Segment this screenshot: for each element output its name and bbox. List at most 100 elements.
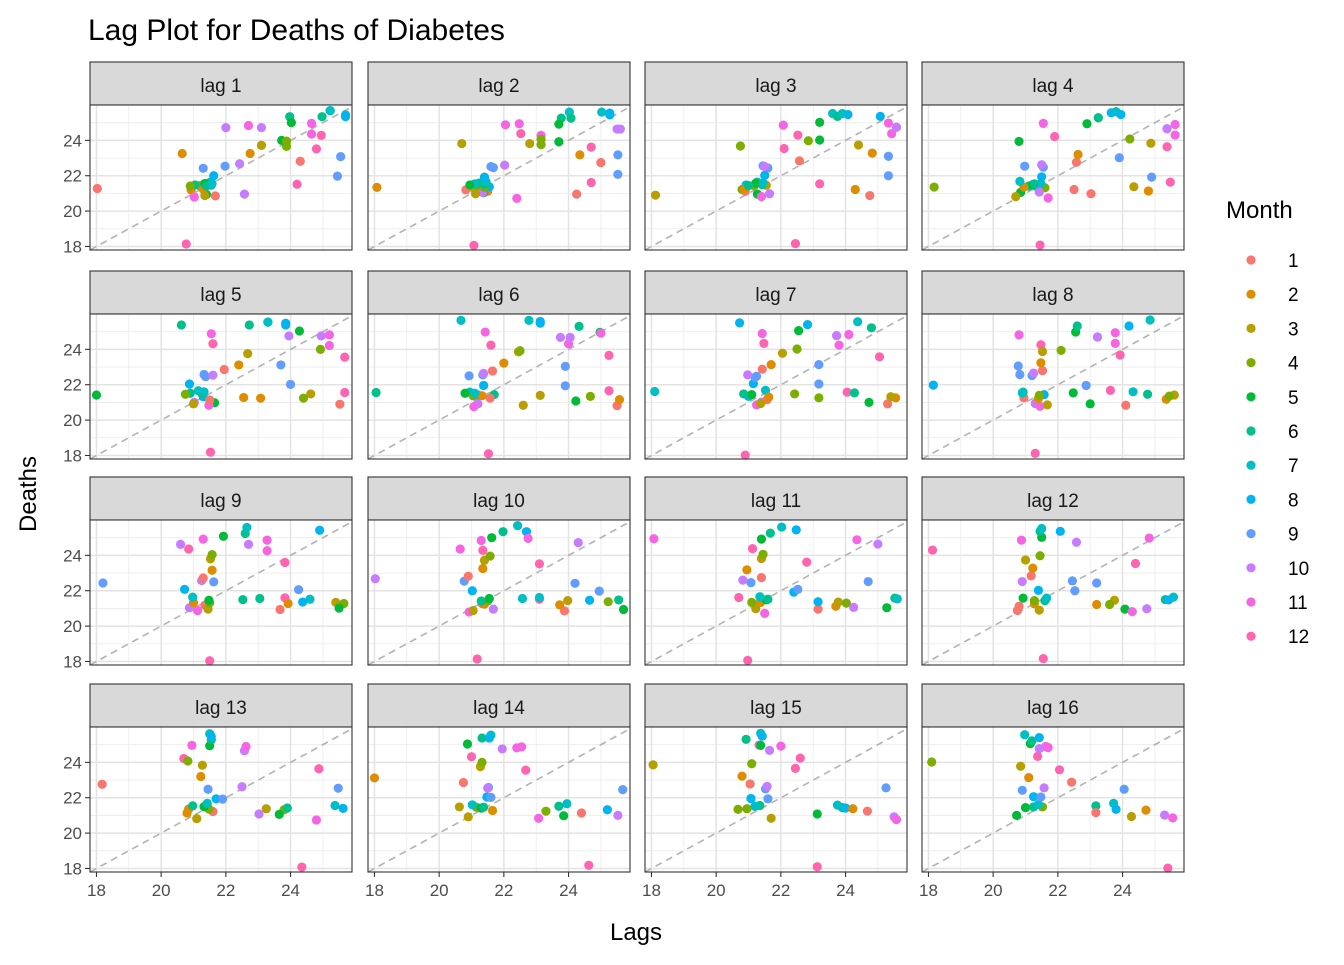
data-point	[315, 344, 326, 354]
reference-diagonal-line	[921, 315, 1185, 460]
x-tick-label: 18	[365, 881, 384, 900]
data-point	[791, 525, 801, 535]
panel-border	[89, 313, 353, 460]
data-point	[1162, 142, 1172, 152]
data-point	[1034, 390, 1044, 400]
x-tick-label: 18	[919, 881, 938, 900]
data-point	[757, 364, 767, 374]
data-point	[815, 135, 825, 145]
facet-panel: lag 9 18 20 22 24	[63, 476, 353, 671]
data-point	[1164, 391, 1175, 401]
data-point	[1037, 160, 1047, 170]
x-tick-label: 18	[87, 881, 106, 900]
x-tick-label: 22	[494, 881, 513, 900]
panel-border	[89, 104, 353, 251]
data-point	[256, 393, 266, 403]
data-point	[206, 329, 216, 339]
legend-item: 2	[1246, 285, 1299, 306]
data-point	[572, 189, 582, 199]
reference-diagonal-line	[644, 521, 908, 666]
data-point	[1028, 792, 1039, 802]
x-tick-label: 24	[559, 881, 578, 900]
data-point	[335, 399, 345, 409]
data-point	[734, 592, 744, 603]
y-tick-label: 24	[63, 546, 82, 565]
data-point	[1037, 365, 1048, 376]
data-point	[555, 600, 565, 610]
data-point	[1092, 599, 1102, 610]
data-point	[487, 533, 497, 543]
data-point	[555, 332, 566, 342]
data-point	[735, 318, 745, 328]
data-point	[742, 804, 752, 814]
data-point	[487, 805, 498, 816]
data-point	[1041, 593, 1052, 603]
legend-item-label: 2	[1288, 285, 1299, 306]
data-point	[605, 110, 615, 120]
data-point	[927, 757, 937, 767]
data-point	[1028, 368, 1039, 378]
reference-diagonal-line	[921, 728, 1185, 873]
y-tick-label: 20	[63, 202, 82, 221]
data-point	[586, 177, 596, 188]
data-point	[1115, 350, 1125, 360]
facet-strip	[367, 683, 631, 728]
data-point	[1073, 149, 1083, 160]
data-point	[612, 124, 622, 134]
data-point	[762, 781, 772, 792]
data-point	[1016, 535, 1027, 545]
facet-panel: lag 14 18 20 22 24	[365, 683, 631, 900]
panel-border	[644, 726, 908, 873]
data-point	[262, 535, 272, 545]
y-tick-label: 20	[63, 617, 82, 636]
facet-strip	[921, 476, 1185, 521]
facet-strip	[921, 61, 1185, 106]
data-point	[766, 359, 776, 370]
reference-diagonal-line	[89, 106, 353, 251]
y-tick-label: 18	[63, 859, 82, 878]
data-point	[1017, 576, 1027, 587]
data-point	[618, 785, 628, 795]
facet-panel: lag 11	[644, 476, 908, 666]
x-tick-label: 24	[1113, 881, 1132, 900]
data-point	[756, 398, 766, 409]
data-point	[842, 387, 852, 397]
y-axis-label: Deaths	[15, 456, 42, 532]
data-point	[294, 585, 304, 595]
data-point	[1093, 113, 1103, 123]
legend-item: 12	[1246, 627, 1309, 648]
data-point	[750, 801, 760, 811]
legend-key-dot	[1246, 323, 1256, 333]
legend-item-label: 5	[1288, 388, 1299, 409]
data-point	[1020, 161, 1030, 171]
data-point	[1015, 369, 1025, 380]
y-tick-label: 18	[63, 237, 82, 256]
data-point	[281, 136, 292, 146]
data-point	[746, 578, 756, 588]
data-point	[242, 522, 252, 533]
x-tick-label: 18	[642, 881, 661, 900]
data-point	[574, 321, 584, 331]
data-point	[340, 112, 351, 122]
facet-strip-label: lag 13	[195, 698, 247, 719]
panel-border	[644, 519, 908, 666]
data-point	[456, 315, 466, 325]
data-point	[760, 608, 770, 618]
facet-strip-label: lag 8	[1032, 285, 1073, 306]
data-point	[648, 760, 658, 770]
reference-diagonal-line	[367, 521, 631, 666]
facet-strip-label: lag 4	[1032, 76, 1074, 97]
data-point	[565, 332, 575, 342]
data-point	[1170, 130, 1180, 140]
legend-key-dot	[1246, 631, 1256, 641]
data-point	[803, 136, 813, 146]
data-point	[790, 763, 801, 773]
data-point	[614, 595, 624, 605]
data-point	[499, 358, 509, 368]
data-point	[263, 317, 273, 327]
data-point	[463, 812, 473, 822]
legend-key-dot	[1246, 597, 1256, 607]
data-point	[613, 150, 623, 160]
data-point	[476, 535, 486, 546]
data-point	[1013, 361, 1023, 371]
